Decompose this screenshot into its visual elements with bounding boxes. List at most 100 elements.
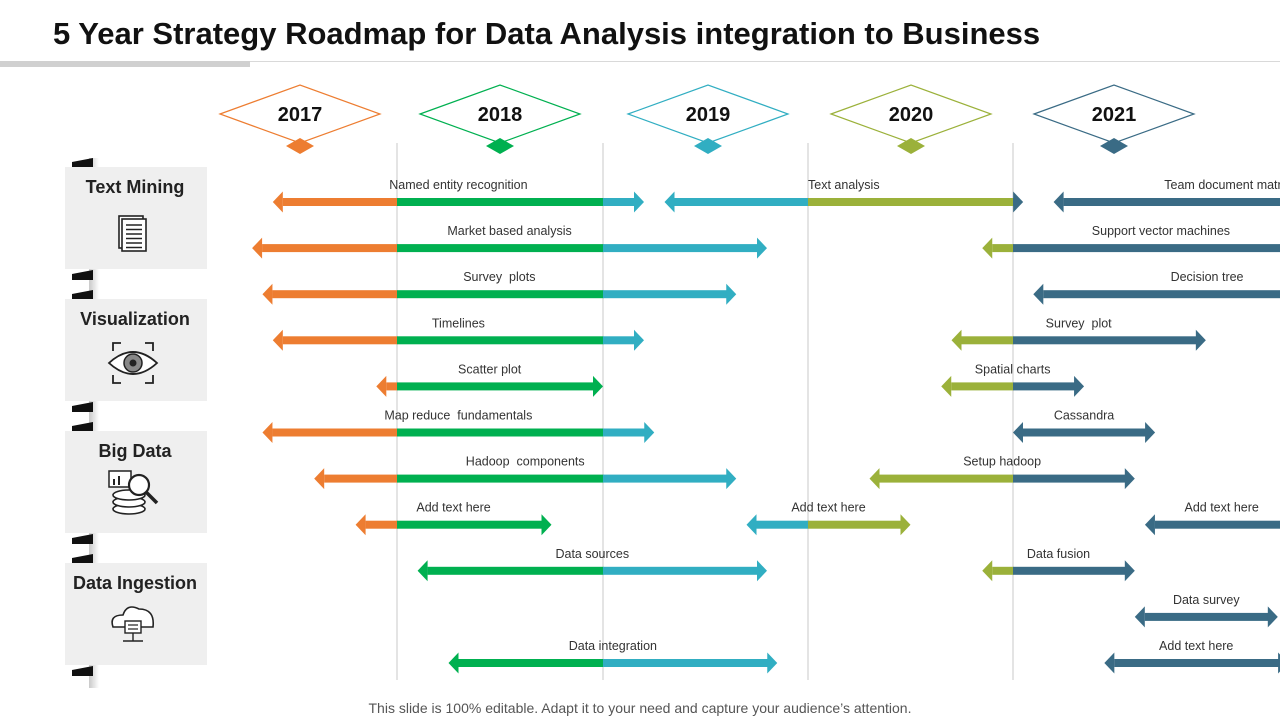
bar-label: Add text here [791,501,865,515]
category-visualization: Visualization [65,299,207,401]
bar-segment [961,336,1014,345]
category-label: Big Data [98,441,172,461]
category-label: Visualization [80,309,190,329]
document-icon [118,215,147,252]
bar-label: Decision tree [1171,270,1244,284]
bar-arrowhead-right [757,237,767,259]
bar-label: Data survey [1173,593,1240,607]
bar-segment [603,244,758,253]
panel-tab-wedge [72,158,93,168]
bar-segment [1013,382,1075,391]
bar-label: Data fusion [1027,547,1090,561]
bar-label: Setup hadoop [963,455,1041,469]
cloud-server-icon [111,606,155,642]
bar-arrowhead-left [252,237,263,259]
bar-arrowhead-left [1053,191,1064,213]
roadmap-bars: Named entity recognition Text analysis Tea… [252,178,1280,674]
bar-arrowhead-right [1145,422,1156,443]
bar-label: Cassandra [1054,409,1114,423]
roadmap-bar: Team document matrix [1053,178,1280,213]
roadmap-bar: Setup hadoop [869,455,1135,490]
bar-arrowhead-left [1013,422,1023,443]
bar-segment [272,290,398,299]
bar-arrowhead-left [1104,652,1115,674]
roadmap-bar: Support vector machines [982,224,1280,259]
bar-arrowhead-left [746,514,757,536]
year-marker-diamond [897,138,925,154]
bar-segment [397,290,604,299]
bar-label: Team document matrix [1164,178,1280,192]
panel-tab-wedge [72,554,93,564]
bar-segment [1013,336,1197,345]
panel-tab-wedge [72,290,93,300]
bar-label: Data integration [569,639,657,653]
bar-label: Text analysis [808,178,880,192]
bar-segment [1154,520,1280,529]
roadmap-bar: Decision tree [1033,270,1280,305]
database-search-icon [108,470,159,515]
roadmap-bar: Hadoop components [314,455,737,490]
bar-segment [365,520,398,529]
bar-segment [1023,428,1146,437]
bar-segment [282,336,398,345]
category-data-ingestion: Data Ingestion [65,563,207,665]
footer-note: This slide is 100% editable. Adapt it to… [368,700,912,716]
bar-arrowhead-left [664,191,675,213]
year-header-2017: 2017 [218,84,382,154]
bar-arrowhead-right [634,329,644,351]
bar-arrowhead-right [1124,560,1135,582]
bar-label: Market based analysis [447,224,571,238]
bar-segment [397,428,604,437]
roadmap-bar: Survey plot [951,316,1206,351]
bar-arrowhead-left [951,329,962,351]
bar-label: Survey plots [463,270,535,284]
category-label: Text Mining [86,177,185,197]
year-header-2021: 2021 [1032,84,1196,154]
bar-segment [1114,659,1279,667]
year-label: 2018 [478,104,523,126]
bar-arrowhead-left [262,283,273,305]
bar-arrowhead-left [1134,606,1145,628]
bar-segment [397,198,604,206]
roadmap-diagram: Text Mining Visualization Big Data Data Ing… [65,84,1280,688]
category-label: Data Ingestion [73,573,197,593]
roadmap-bar: Add text here [1144,501,1280,536]
bar-segment [808,520,901,529]
bar-label: Add text here [1184,501,1258,515]
bar-arrowhead-right [541,514,552,536]
bar-arrowhead-right [1124,468,1135,490]
category-big-data: Big Data [65,431,207,533]
eye-target-icon [107,342,159,384]
bar-label: Support vector machines [1092,224,1230,238]
bar-arrowhead-right [767,652,778,674]
roadmap-bar: Data integration [448,639,778,674]
bar-arrowhead-left [376,375,387,397]
roadmap-bar: Data survey [1134,593,1278,628]
year-headers: 2017 2018 2019 2020 2021 [218,84,1196,154]
year-diamond-outline [829,84,993,144]
year-diamond-outline [418,84,582,144]
bar-label: Timelines [432,316,485,330]
roadmap-bar: Timelines [272,316,644,351]
bar-segment [1013,474,1126,483]
bar-arrowhead-right [644,422,655,443]
bar-segment [603,566,758,575]
bar-arrowhead-right [900,514,911,536]
bar-arrowhead-left [355,514,366,536]
year-diamond-outline [1032,84,1196,144]
bar-label: Add text here [416,501,490,515]
bar-segment [1144,612,1269,621]
bar-segment [674,198,809,206]
year-header-2019: 2019 [626,84,790,154]
bar-segment [1013,566,1126,575]
bar-arrowhead-left [941,375,952,397]
year-label: 2017 [278,104,323,126]
panel-tab-wedge [72,666,93,676]
year-label: 2020 [889,104,934,126]
year-diamond-outline [626,84,790,144]
bar-arrowhead-left [314,468,325,490]
bar-label: Scatter plot [458,362,522,376]
bar-segment [397,520,542,529]
bar-segment [879,474,1014,483]
roadmap-bar: Text analysis [664,178,1024,213]
